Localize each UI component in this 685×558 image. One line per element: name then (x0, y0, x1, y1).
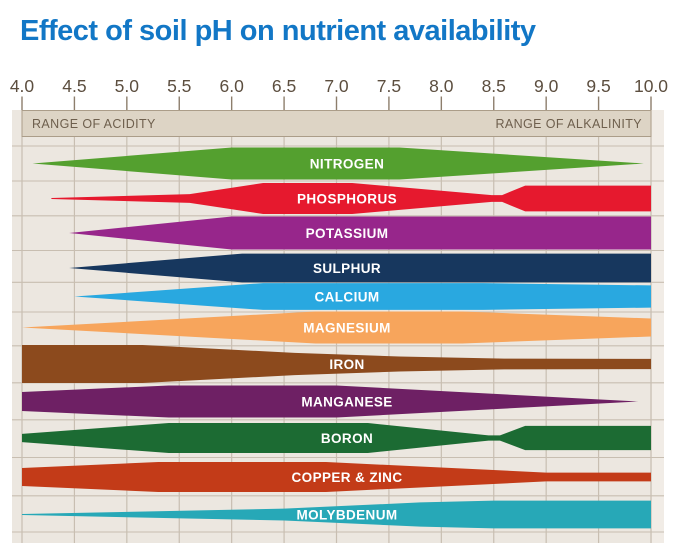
band-boron (22, 423, 651, 453)
axis-tick-label: 9.0 (534, 76, 559, 96)
axis-tick-label: 5.5 (167, 76, 191, 96)
band-molybdenum (22, 500, 651, 529)
axis-tick-label: 7.0 (324, 76, 349, 96)
band-label-molybdenum: MOLYBDENUM (296, 507, 397, 522)
band-label-nitrogen: NITROGEN (310, 156, 384, 171)
axis-tick-label: 6.0 (220, 76, 245, 96)
band-label-iron: IRON (329, 357, 364, 372)
band-iron (22, 345, 651, 383)
band-label-magnesium: MAGNESIUM (303, 320, 391, 335)
page-title: Effect of soil pH on nutrient availabili… (20, 15, 536, 47)
range-of-acidity-label: RANGE OF ACIDITY (32, 117, 156, 131)
band-phosphorus (51, 183, 651, 214)
axis-tick-label: 8.5 (482, 76, 506, 96)
band-label-boron: BORON (321, 431, 373, 446)
axis-tick-label: 6.5 (272, 76, 296, 96)
band-label-potassium: POTASSIUM (306, 226, 389, 241)
ph-axis: 4.0 4.5 5.0 5.5 6.0 6.5 7.0 7.5 8.0 8.5 9.0 9.5 10.0 (10, 76, 668, 110)
band-label-copper-zinc: COPPER & ZINC (292, 470, 403, 485)
band-copper-zinc (22, 462, 651, 492)
band-potassium (69, 216, 651, 250)
band-label-manganese: MANGANESE (301, 394, 392, 409)
band-sulphur (69, 253, 651, 283)
axis-tick-label: 4.5 (62, 76, 86, 96)
band-label-phosphorus: PHOSPHORUS (297, 191, 397, 206)
band-label-sulphur: SULPHUR (313, 261, 381, 276)
axis-tick-label: 4.0 (10, 76, 35, 96)
band-calcium (74, 283, 651, 310)
band-manganese (22, 385, 639, 418)
range-of-alkalinity-label: RANGE OF ALKALINITY (495, 117, 642, 131)
axis-tick-label: 9.5 (586, 76, 610, 96)
band-nitrogen (32, 147, 644, 180)
band-label-calcium: CALCIUM (314, 289, 379, 304)
axis-tick-label: 5.0 (115, 76, 140, 96)
range-header-band (21, 110, 652, 137)
nutrient-bands: NITROGEN PHOSPHORUS POTASSIUM SULPHUR CALCIU… (22, 147, 651, 529)
axis-tick-label: 8.0 (429, 76, 454, 96)
chart-background-right-strip (652, 110, 664, 543)
axis-tick-label: 10.0 (634, 76, 668, 96)
axis-tick-label: 7.5 (377, 76, 401, 96)
band-magnesium (22, 311, 651, 344)
